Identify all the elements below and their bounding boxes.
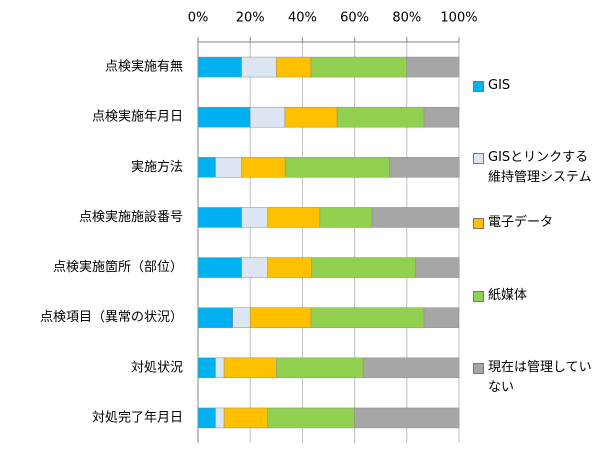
legend-item: 電子データ — [473, 213, 598, 233]
x-tick-label: 20% — [236, 11, 265, 26]
bar-segment — [215, 157, 242, 178]
bar-segment — [241, 56, 277, 78]
bar-segment — [197, 106, 251, 128]
category-label: 点検実施施設番号 — [79, 209, 183, 225]
category-label: 対処状況 — [131, 360, 183, 375]
bar-segment — [362, 357, 460, 379]
bar-segment — [197, 357, 216, 379]
bar-segment — [267, 407, 355, 429]
x-tick-label: 100% — [440, 11, 477, 26]
bar-segment — [310, 56, 408, 78]
bar-segment — [241, 207, 268, 228]
legend-item: 現在は管理していない — [473, 358, 598, 398]
legend-item: GIS — [473, 76, 598, 96]
bar-segment — [311, 257, 416, 278]
x-tick-label: 0% — [188, 11, 209, 26]
legend-swatch — [473, 363, 484, 374]
x-tick-label: 80% — [392, 11, 421, 26]
bar-segment — [310, 307, 425, 328]
legend-swatch — [473, 291, 484, 302]
bar-segment — [276, 56, 312, 78]
category-label: 実施方法 — [131, 159, 183, 175]
bar-segment — [241, 257, 268, 278]
bar-segment — [284, 157, 390, 178]
legend-label: GISとリンクする維持管理システム — [488, 150, 592, 185]
bar-segment — [197, 257, 242, 278]
bar-segment — [197, 56, 242, 78]
legend-label: 現在は管理していない — [488, 360, 592, 395]
bar-segment — [354, 407, 460, 429]
bar-segment — [406, 56, 460, 78]
bar-segment — [389, 157, 460, 178]
bar-segment — [423, 307, 459, 328]
category-label: 対処完了年月日 — [92, 410, 183, 425]
legend-label: GIS — [488, 78, 511, 93]
category-label: 点検項目（異常の状況） — [40, 310, 183, 325]
bar-segment — [415, 257, 460, 278]
legend-label: 紙媒体 — [488, 288, 528, 303]
legend-swatch — [473, 81, 484, 92]
legend-item: 紙媒体 — [473, 286, 598, 306]
bar-segment — [197, 207, 242, 228]
legend-swatch — [473, 218, 484, 229]
bar-segment — [423, 106, 459, 128]
category-label: 点検実施有無 — [105, 59, 183, 75]
bar-segment — [241, 157, 286, 178]
bar-segment — [215, 357, 225, 379]
bar-segment — [267, 257, 312, 278]
bar-segment — [223, 357, 277, 379]
bar-segment — [276, 357, 364, 379]
x-tick-label: 60% — [340, 11, 369, 26]
category-label: 点検実施年月日 — [92, 109, 183, 125]
bar-segment — [249, 106, 286, 128]
bar-segment — [197, 157, 216, 178]
bar-segment — [232, 307, 251, 328]
legend-swatch — [473, 153, 484, 164]
bar-segment — [284, 106, 338, 128]
legend-item: GISとリンクする維持管理システム — [473, 148, 598, 188]
bar-segment — [249, 307, 312, 328]
bar-segment — [336, 106, 425, 128]
x-tick-label: 40% — [288, 11, 317, 26]
bar-segment — [267, 207, 321, 228]
bar-segment — [319, 207, 373, 228]
legend-label: 電子データ — [488, 215, 554, 230]
bar-segment — [371, 207, 460, 228]
bar-segment — [215, 407, 225, 429]
category-label: 点検実施箇所（部位） — [53, 259, 183, 275]
bar-segment — [197, 307, 233, 328]
bar-segment — [223, 407, 268, 429]
bar-segment — [197, 407, 216, 429]
